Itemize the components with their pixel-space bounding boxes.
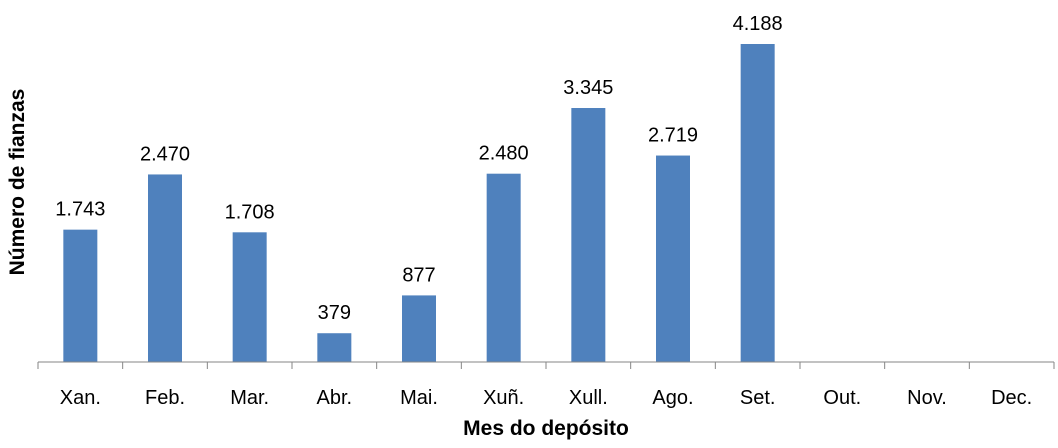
data-label: 1.708 [225, 201, 275, 223]
bar [402, 295, 436, 362]
x-tick-label: Mai. [400, 387, 438, 409]
data-labels-group: 1.743 2.470 1.708 379 877 2.480 3.345 2.719 4.18… [55, 13, 782, 324]
x-axis-title: Mes do depósito [463, 417, 629, 440]
x-tick-label: Xuñ. [483, 387, 524, 409]
data-label: 3.345 [563, 77, 613, 99]
x-tick-label: Mar. [230, 387, 269, 409]
bar [571, 108, 606, 362]
x-tick-label: Xull. [569, 387, 608, 409]
x-tick-label: Abr. [317, 387, 353, 409]
data-label: 2.470 [140, 143, 190, 165]
x-axis-tick-labels-group: Xan. Feb. Mar. Abr. Mai. Xuñ. Xull. Ago. Set. Out… [60, 387, 1032, 409]
y-axis-title: Número de fianzas [6, 89, 29, 276]
data-label: 2.480 [479, 143, 529, 165]
x-tick-label: Set. [740, 387, 776, 409]
data-label: 877 [402, 264, 435, 286]
bar [63, 229, 98, 362]
data-label: 2.719 [648, 125, 698, 147]
x-tick-label: Ago. [652, 387, 693, 409]
x-tick-label: Out. [823, 387, 861, 409]
bar [148, 174, 182, 362]
data-label: 4.188 [733, 13, 783, 35]
bar [486, 173, 521, 362]
bars-group [63, 44, 775, 362]
bar [317, 333, 352, 362]
x-tick-label: Dec. [991, 387, 1032, 409]
x-tick-label: Nov. [907, 387, 947, 409]
x-tick-label: Xan. [60, 387, 101, 409]
bar [740, 44, 775, 362]
x-axis-ticks-group [37, 362, 1055, 369]
bar [232, 232, 267, 362]
data-label: 1.743 [55, 199, 105, 221]
data-label: 379 [318, 302, 351, 324]
bar [656, 155, 690, 362]
x-tick-label: Feb. [145, 387, 185, 409]
